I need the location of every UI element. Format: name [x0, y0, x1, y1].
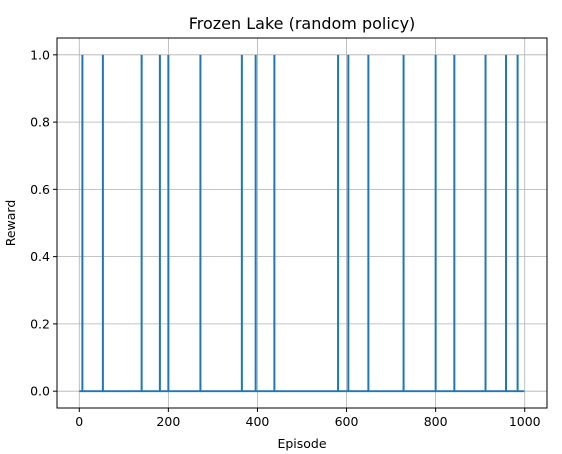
x-tick-label: 1000: [509, 414, 541, 429]
y-tick-label: 0.2: [30, 316, 50, 331]
chart-title: Frozen Lake (random policy): [189, 14, 416, 33]
y-tick-label: 0.6: [30, 182, 50, 197]
y-tick-label: 1.0: [30, 47, 50, 62]
x-axis: 0 200 400 600 800 1000: [75, 408, 541, 429]
y-axis: 0.0 0.2 0.4 0.6 0.8 1.0: [30, 47, 57, 399]
x-tick-label: 200: [156, 414, 180, 429]
series-lines: [79, 54, 525, 393]
x-tick-label: 600: [335, 414, 359, 429]
y-tick-label: 0.4: [30, 249, 50, 264]
y-axis-label: Reward: [3, 200, 18, 247]
plot-frame: [56, 37, 548, 409]
x-tick-label: 400: [246, 414, 270, 429]
y-tick-label: 0.8: [30, 115, 50, 130]
x-tick-label: 0: [75, 414, 83, 429]
x-axis-label: Episode: [277, 436, 326, 451]
x-tick-label: 800: [424, 414, 448, 429]
y-tick-label: 0.0: [30, 384, 50, 399]
